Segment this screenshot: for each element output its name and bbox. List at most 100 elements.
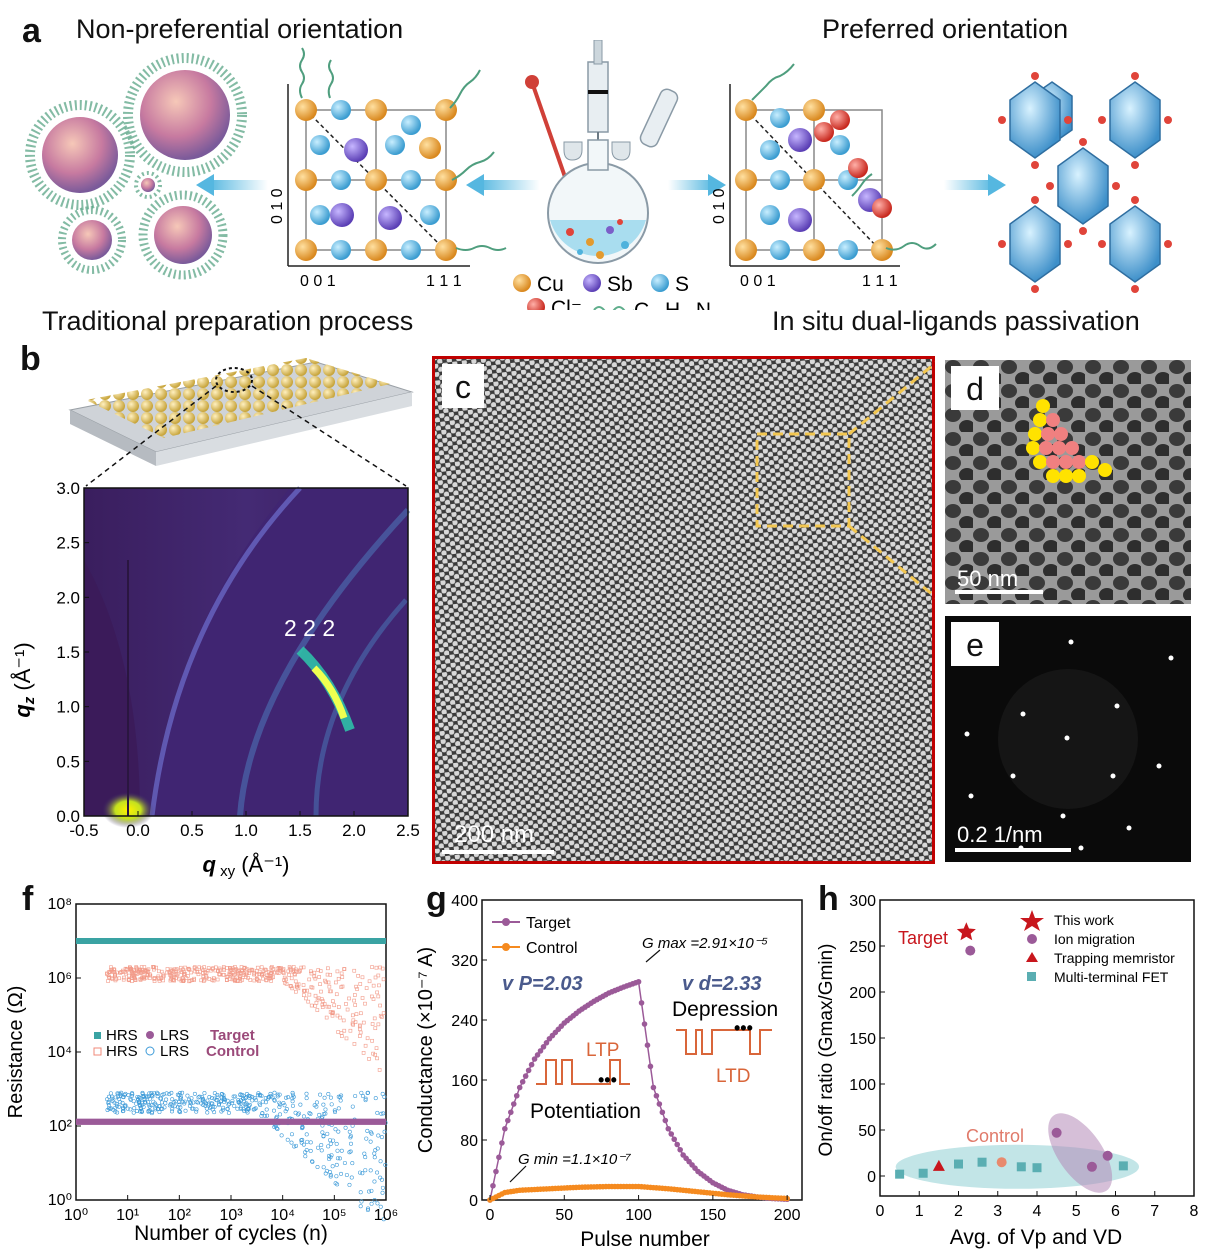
h-fet-point bbox=[895, 1169, 905, 1179]
f-lrs-control bbox=[360, 1171, 365, 1176]
f-hrs-control bbox=[122, 975, 126, 980]
h-legend-this-work: This work bbox=[1054, 912, 1115, 928]
b-ytick-label: 3.0 bbox=[56, 480, 80, 498]
panel-h-letter: h bbox=[818, 880, 839, 918]
f-hrs-control bbox=[192, 978, 196, 983]
f-hrs-control bbox=[359, 1011, 363, 1016]
f-lrs-control bbox=[192, 1091, 197, 1096]
panel-d-scale: 50 nm bbox=[957, 566, 1018, 591]
f-hrs-control bbox=[145, 972, 150, 977]
f-lrs-control bbox=[308, 1148, 313, 1153]
f-lrs-control bbox=[226, 1102, 231, 1107]
f-lrs-control bbox=[120, 1100, 125, 1105]
g-point bbox=[543, 1040, 550, 1046]
f-lrs-control bbox=[169, 1090, 174, 1095]
f-hrs-control bbox=[199, 978, 204, 983]
f-lrs-control bbox=[368, 1130, 373, 1135]
f-lrs-control bbox=[290, 1099, 295, 1104]
panel-g-letter: g bbox=[426, 880, 447, 918]
f-hrs-control bbox=[317, 975, 321, 979]
f-hrs-control bbox=[225, 978, 229, 982]
g-xtick-label: 50 bbox=[555, 1207, 573, 1224]
f-hrs-control bbox=[181, 979, 186, 983]
f-lrs-control bbox=[260, 1099, 265, 1104]
f-lrs-target bbox=[76, 1118, 386, 1125]
f-hrs-control bbox=[296, 982, 301, 987]
f-hrs-control bbox=[330, 1010, 335, 1014]
f-lrs-control bbox=[358, 1190, 363, 1195]
f-lrs-control bbox=[190, 1106, 195, 1111]
f-xtick-label: 10¹ bbox=[116, 1207, 139, 1224]
f-lrs-control bbox=[290, 1090, 295, 1095]
f-lrs-control bbox=[107, 1094, 112, 1099]
f-hrs-control bbox=[254, 977, 259, 981]
g-point bbox=[519, 1079, 526, 1085]
f-hrs-control bbox=[187, 979, 191, 984]
f-lrs-control bbox=[383, 1162, 388, 1167]
f-hrs-control bbox=[324, 1015, 329, 1020]
f-ytick-label: 10⁶ bbox=[48, 970, 72, 987]
f-lrs-control bbox=[176, 1105, 181, 1110]
f-hrs-control bbox=[232, 973, 237, 977]
f-hrs-control bbox=[233, 978, 238, 983]
f-lrs-control bbox=[319, 1142, 324, 1147]
f-hrs-control bbox=[301, 983, 306, 987]
f-lrs-control bbox=[263, 1113, 268, 1118]
stem-image: d 50 nm bbox=[945, 360, 1191, 604]
f-hrs-control bbox=[250, 968, 255, 972]
f-hrs-control bbox=[356, 973, 360, 978]
f-lrs-control bbox=[295, 1112, 300, 1117]
h-legend-fet: Multi-terminal FET bbox=[1054, 969, 1169, 985]
panel-f-xlabel: Number of cycles (n) bbox=[134, 1222, 328, 1245]
f-hrs-control bbox=[151, 967, 156, 972]
f-hrs-control bbox=[143, 970, 147, 975]
f-lrs-control bbox=[365, 1128, 370, 1133]
f-hrs-control bbox=[112, 968, 117, 972]
star-marker-icon bbox=[1020, 910, 1044, 931]
f-hrs-control bbox=[370, 1038, 374, 1043]
g-point bbox=[647, 1063, 654, 1070]
f-hrs-control bbox=[276, 971, 281, 975]
f-hrs-control bbox=[270, 965, 274, 969]
panel-h-legend: This work Ion migration Trapping memrist… bbox=[1020, 910, 1175, 985]
f-hrs-control bbox=[312, 974, 317, 979]
right-arrow-inner bbox=[668, 180, 714, 190]
panel-a-left-caption: Traditional preparation process bbox=[42, 306, 414, 336]
f-lrs-control bbox=[230, 1101, 235, 1106]
f-lrs-control bbox=[336, 1106, 341, 1111]
f-hrs-control bbox=[354, 984, 358, 989]
f-lrs-control bbox=[202, 1091, 207, 1096]
f-lrs-control bbox=[158, 1096, 163, 1101]
peak-label: 2 2 2 bbox=[284, 615, 335, 641]
f-lrs-control bbox=[359, 1090, 364, 1095]
f-hrs-control bbox=[326, 966, 330, 971]
f-lrs-control bbox=[328, 1174, 333, 1179]
ligand-icon bbox=[593, 306, 634, 310]
panel-f-ylabel: Resistance (Ω) bbox=[5, 986, 27, 1119]
f-lrs-control bbox=[247, 1095, 252, 1100]
f-lrs-control bbox=[117, 1096, 122, 1101]
f-hrs-control bbox=[193, 969, 197, 974]
b-ytick-label: 1.0 bbox=[56, 698, 80, 717]
h-control-label: Control bbox=[966, 1126, 1024, 1146]
f-lrs-control bbox=[363, 1098, 368, 1103]
f-lrs-control bbox=[304, 1091, 309, 1096]
f-hrs-control bbox=[374, 1046, 379, 1051]
g-point bbox=[502, 1125, 508, 1132]
f-lrs-control bbox=[257, 1101, 262, 1106]
f-lrs-control bbox=[197, 1094, 202, 1099]
f-lrs-control bbox=[279, 1133, 284, 1138]
f-lrs-control bbox=[134, 1101, 139, 1106]
h-ytick-label: 0 bbox=[867, 1169, 876, 1186]
f-lrs-control bbox=[139, 1103, 144, 1108]
f-lrs-control bbox=[289, 1132, 294, 1137]
f-lrs-control bbox=[359, 1199, 364, 1204]
f-lrs-control bbox=[343, 1125, 348, 1130]
f-hrs-control bbox=[217, 972, 222, 977]
f-lrs-control bbox=[241, 1098, 246, 1103]
f-lrs-control bbox=[325, 1131, 330, 1136]
f-hrs-control bbox=[182, 970, 186, 974]
f-lrs-control bbox=[347, 1129, 352, 1134]
f-hrs-control bbox=[334, 992, 339, 997]
f-hrs-control bbox=[233, 968, 237, 973]
